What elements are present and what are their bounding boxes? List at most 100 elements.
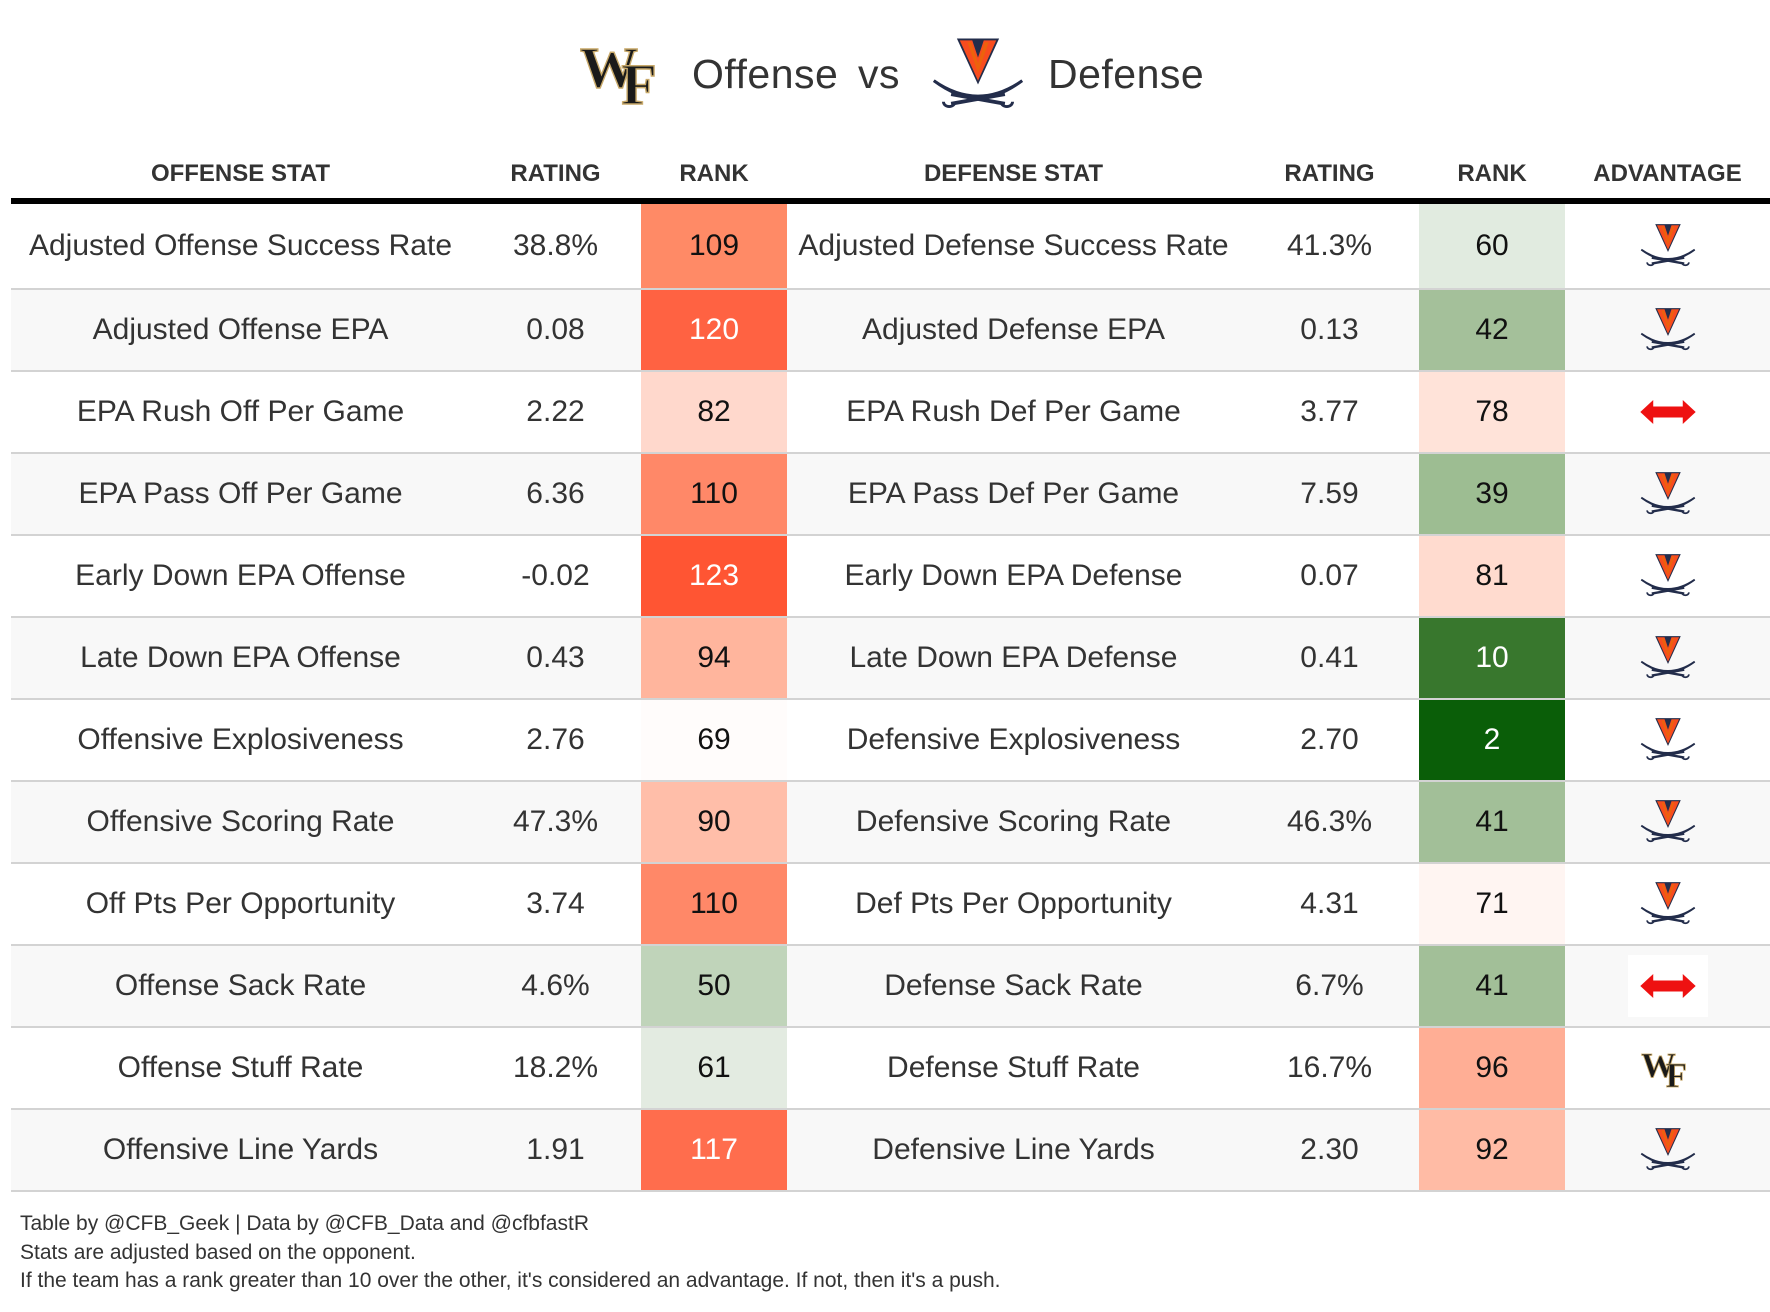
advantage-cell <box>1565 945 1770 1028</box>
advantage-cell <box>1565 1027 1770 1110</box>
offense-stat-cell: Late Down EPA Offense <box>11 617 470 700</box>
col-header-offense-rating: RATING <box>510 160 601 187</box>
table-row: Adjusted Offense EPA 0.08 120 Adjusted Defe… <box>11 289 1770 372</box>
advantage-cell <box>1565 1109 1770 1192</box>
matchup-table: OFFENSE STAT RATING RANK DEFENSE STAT RA… <box>11 150 1770 1192</box>
defense-rank-cell: 41 <box>1419 945 1565 1028</box>
virginia-logo-icon <box>1639 1125 1697 1173</box>
advantage-cell <box>1565 781 1770 864</box>
advantage-indicator <box>1627 955 1708 1017</box>
offense-stat-cell: Adjusted Offense Success Rate <box>11 201 470 290</box>
offense-rating-cell: 6.36 <box>470 453 641 536</box>
offense-rating-cell: 3.74 <box>470 863 641 946</box>
defense-rank-cell: 71 <box>1419 863 1565 946</box>
advantage-cell <box>1565 201 1770 290</box>
defense-stat-cell: EPA Rush Def Per Game <box>787 371 1240 454</box>
offense-rating-cell: 2.22 <box>470 371 641 454</box>
offense-rank-cell: 110 <box>641 863 787 946</box>
defense-stat-cell: Adjusted Defense EPA <box>787 289 1240 372</box>
defense-rating-cell: 46.3% <box>1240 781 1419 864</box>
defense-rank-cell: 81 <box>1419 535 1565 618</box>
advantage-indicator <box>1628 462 1708 524</box>
offense-word: Offense <box>692 51 839 97</box>
offense-rating-cell: 0.08 <box>470 289 641 372</box>
table-row: Offensive Scoring Rate 47.3% 90 Defensive S… <box>11 781 1770 864</box>
push-arrow-icon <box>1640 400 1696 424</box>
col-header-advantage: ADVANTAGE <box>1593 160 1742 187</box>
defense-rank-cell: 39 <box>1419 453 1565 536</box>
defense-word: Defense <box>1048 51 1205 97</box>
offense-rank-cell: 94 <box>641 617 787 700</box>
advantage-indicator <box>1628 1118 1708 1180</box>
advantage-indicator <box>1628 872 1708 934</box>
table-row: Early Down EPA Offense -0.02 123 Early Down… <box>11 535 1770 618</box>
footer-adjusted-note: Stats are adjusted based on the opponent… <box>20 1240 416 1264</box>
defense-rank-cell: 96 <box>1419 1027 1565 1110</box>
offense-stat-cell: Offense Sack Rate <box>11 945 470 1028</box>
defense-stat-cell: Def Pts Per Opportunity <box>787 863 1240 946</box>
offense-rank-cell: 110 <box>641 453 787 536</box>
table-row: Offensive Explosiveness 2.76 69 Defensive E… <box>11 699 1770 782</box>
advantage-indicator <box>1628 214 1708 276</box>
defense-rating-cell: 16.7% <box>1240 1027 1419 1110</box>
advantage-indicator <box>1628 708 1708 770</box>
defense-rating-cell: 41.3% <box>1240 201 1419 290</box>
offense-rank-cell: 120 <box>641 289 787 372</box>
virginia-logo-icon <box>1639 305 1697 353</box>
table-row: Off Pts Per Opportunity 3.74 110 Def Pts Pe… <box>11 863 1770 946</box>
offense-rank-cell: 69 <box>641 699 787 782</box>
table-row: Late Down EPA Offense 0.43 94 Late Down EPA… <box>11 617 1770 700</box>
offense-rating-cell: 18.2% <box>470 1027 641 1110</box>
offense-rank-cell: 82 <box>641 371 787 454</box>
defense-stat-cell: EPA Pass Def Per Game <box>787 453 1240 536</box>
table-row: Adjusted Offense Success Rate 38.8% 109 Adj… <box>11 201 1770 290</box>
defense-rank-cell: 42 <box>1419 289 1565 372</box>
col-header-defense-stat: DEFENSE STAT <box>923 160 1104 187</box>
defense-stat-cell: Late Down EPA Defense <box>787 617 1240 700</box>
defense-rank-cell: 2 <box>1419 699 1565 782</box>
defense-rank-cell: 41 <box>1419 781 1565 864</box>
header-row: OFFENSE STAT RATING RANK DEFENSE STAT RA… <box>11 150 1770 201</box>
advantage-cell <box>1565 453 1770 536</box>
virginia-logo-icon <box>1639 797 1697 845</box>
offense-rating-cell: 4.6% <box>470 945 641 1028</box>
virginia-logo-icon <box>1639 469 1697 517</box>
defense-rating-cell: 2.30 <box>1240 1109 1419 1192</box>
virginia-logo-icon <box>1639 633 1697 681</box>
col-header-offense-stat: OFFENSE STAT <box>150 160 331 187</box>
offense-stat-cell: EPA Rush Off Per Game <box>11 371 470 454</box>
col-header-defense-rating: RATING <box>1284 160 1375 187</box>
defense-stat-cell: Adjusted Defense Success Rate <box>787 201 1240 290</box>
offense-rating-cell: 1.91 <box>470 1109 641 1192</box>
advantage-indicator <box>1628 790 1708 852</box>
table-row: EPA Rush Off Per Game 2.22 82 EPA Rush Def … <box>11 371 1770 454</box>
advantage-indicator <box>1628 544 1708 606</box>
offense-stat-cell: Offensive Scoring Rate <box>11 781 470 864</box>
offense-rank-cell: 123 <box>641 535 787 618</box>
defense-rating-cell: 0.13 <box>1240 289 1419 372</box>
advantage-cell <box>1565 289 1770 372</box>
defense-rank-cell: 60 <box>1419 201 1565 290</box>
footer-credits: Table by @CFB_Geek | Data by @CFB_Data a… <box>20 1212 589 1235</box>
offense-rating-cell: 2.76 <box>470 699 641 782</box>
virginia-logo-icon <box>1639 715 1697 763</box>
defense-rating-cell: 2.70 <box>1240 699 1419 782</box>
defense-rating-cell: 7.59 <box>1240 453 1419 536</box>
advantage-indicator <box>1628 626 1708 688</box>
defense-stat-cell: Defense Stuff Rate <box>787 1027 1240 1110</box>
offense-stat-cell: Early Down EPA Offense <box>11 535 470 618</box>
offense-stat-cell: EPA Pass Off Per Game <box>11 453 470 536</box>
defense-rank-cell: 78 <box>1419 371 1565 454</box>
defense-rating-cell: 0.41 <box>1240 617 1419 700</box>
defense-stat-cell: Defensive Explosiveness <box>787 699 1240 782</box>
offense-stat-cell: Offense Stuff Rate <box>11 1027 470 1110</box>
advantage-cell <box>1565 863 1770 946</box>
vs-word: vs <box>858 51 900 97</box>
advantage-indicator <box>1628 381 1708 443</box>
offense-rating-cell: 0.43 <box>470 617 641 700</box>
advantage-indicator <box>1628 298 1708 360</box>
col-header-offense-rank: RANK <box>679 160 749 187</box>
advantage-cell <box>1565 371 1770 454</box>
offense-rating-cell: 38.8% <box>470 201 641 290</box>
table-row: Offense Stuff Rate 18.2% 61 Defense Stuff R… <box>11 1027 1770 1110</box>
